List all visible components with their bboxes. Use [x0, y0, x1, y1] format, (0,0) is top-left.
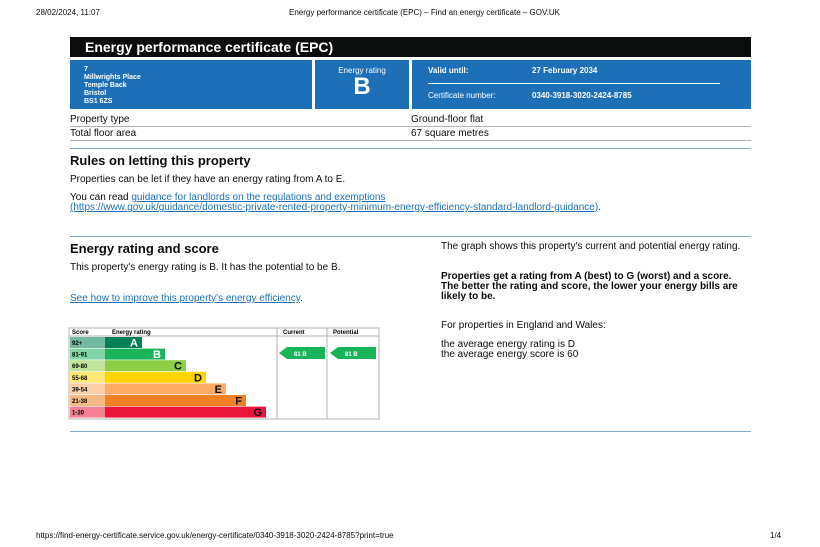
- band: [105, 337, 142, 348]
- epc-chart: Score Energy rating Current Potential 92…: [68, 327, 380, 420]
- address-box: 7 Millwrights Place Temple Back Bristol …: [70, 60, 312, 109]
- address-line: Temple Back: [84, 82, 127, 89]
- current-arrow: [279, 347, 325, 359]
- valid-label: Valid until:: [428, 66, 469, 75]
- region-text: For properties in England and Wales:: [441, 320, 606, 331]
- address: 7 Millwrights Place Temple Back Bristol …: [84, 66, 141, 106]
- section-divider: [70, 431, 751, 432]
- band-letter: C: [174, 361, 182, 373]
- section-divider: [70, 236, 751, 237]
- address-line: Bristol: [84, 90, 107, 97]
- validity-box: Valid until: 27 February 2034 Certificat…: [412, 60, 751, 109]
- score-cell: [70, 348, 105, 360]
- current-rating: 81 B: [294, 352, 307, 358]
- row-divider: [70, 126, 751, 127]
- band-letter: E: [215, 384, 222, 396]
- score-cell: [70, 371, 105, 383]
- score: 81-91: [72, 353, 88, 359]
- header: Score: [72, 330, 89, 336]
- potential-arrow: [330, 347, 376, 359]
- guidance-url[interactable]: (https://www.gov.uk/guidance/domestic-pr…: [70, 202, 599, 213]
- certificate-number: 0340-3918-3020-2424-8785: [532, 91, 632, 100]
- band: [105, 360, 186, 372]
- letting-heading: Rules on letting this property: [70, 153, 251, 168]
- text: You can read: [70, 192, 132, 203]
- divider: [428, 83, 720, 84]
- graph-text: The graph shows this property's current …: [441, 241, 741, 252]
- title: Energy performance certificate (EPC): [85, 39, 334, 55]
- text: .: [598, 202, 601, 213]
- property-key: Total floor area: [70, 128, 137, 139]
- header: Potential: [333, 330, 359, 336]
- header: Current: [283, 330, 305, 336]
- property-key: Property type: [70, 114, 130, 125]
- letting-guidance: You can read guidance for landlords on t…: [70, 193, 740, 213]
- chart-frame: [68, 327, 380, 420]
- title-bar: Energy performance certificate (EPC): [70, 37, 751, 57]
- score-cell: [70, 360, 105, 372]
- print-title: Energy performance certificate (EPC) – F…: [289, 8, 560, 17]
- band-letter: G: [253, 407, 262, 419]
- property-value: Ground-floor flat: [411, 114, 484, 125]
- score: 1-20: [72, 411, 85, 417]
- header: Energy rating: [112, 330, 151, 336]
- band-letter: D: [194, 372, 202, 384]
- score: 69-80: [72, 364, 88, 370]
- page-number: 1/4: [770, 531, 782, 540]
- band: [105, 348, 165, 360]
- score-cell: [70, 383, 105, 395]
- score-cell: [70, 337, 105, 348]
- band-letter: F: [235, 396, 242, 408]
- band: [105, 395, 246, 406]
- score: 55-68: [72, 376, 88, 382]
- band-letter: B: [153, 349, 161, 361]
- letting-paragraph: Properties can be let if they have an en…: [70, 174, 346, 185]
- rating-box: Energy rating B: [315, 60, 409, 109]
- band: [105, 406, 266, 418]
- rating-paragraph: This property's energy rating is B. It h…: [70, 262, 341, 273]
- band: [105, 371, 206, 383]
- band: [105, 383, 226, 395]
- guidance-link[interactable]: guidance for landlords on the regulation…: [131, 192, 386, 203]
- text: .: [300, 293, 303, 304]
- rating-value: B: [353, 73, 371, 100]
- score-cell: [70, 395, 105, 406]
- address-line: BS1 6ZS: [84, 98, 113, 105]
- property-value: 67 square metres: [411, 128, 489, 139]
- score: 92+: [72, 341, 83, 347]
- score-cell: [70, 406, 105, 418]
- rating-label: Energy rating: [338, 66, 386, 75]
- potential-rating: 81 B: [345, 352, 358, 358]
- score: 21-38: [72, 399, 88, 405]
- row-divider: [70, 140, 751, 141]
- improve: See how to improve this property's energ…: [70, 294, 370, 304]
- score: 39-54: [72, 387, 88, 393]
- address-line: 7: [84, 66, 88, 73]
- print-date: 28/02/2024, 11:07: [36, 8, 100, 17]
- address-line: Millwrights Place: [84, 74, 141, 81]
- rating-explanation: Properties get a rating from A (best) to…: [441, 271, 738, 302]
- average-score: the average energy score is 60: [441, 349, 579, 360]
- certificate-label: Certificate number:: [428, 91, 496, 100]
- improve-link[interactable]: See how to improve this property's energ…: [70, 293, 300, 304]
- valid-date: 27 February 2034: [532, 66, 598, 75]
- section-divider: [70, 148, 751, 149]
- band-letter: A: [130, 338, 138, 350]
- bands: 92+ A 81-91 B 69-80 C 55-68 D 39-54 E 21-38 F 1-20 G: [70, 337, 266, 419]
- footer-url: https://find-energy-certificate.service.…: [36, 531, 394, 540]
- rating-heading: Energy rating and score: [70, 241, 219, 256]
- average-rating: the average energy rating is D: [441, 339, 575, 350]
